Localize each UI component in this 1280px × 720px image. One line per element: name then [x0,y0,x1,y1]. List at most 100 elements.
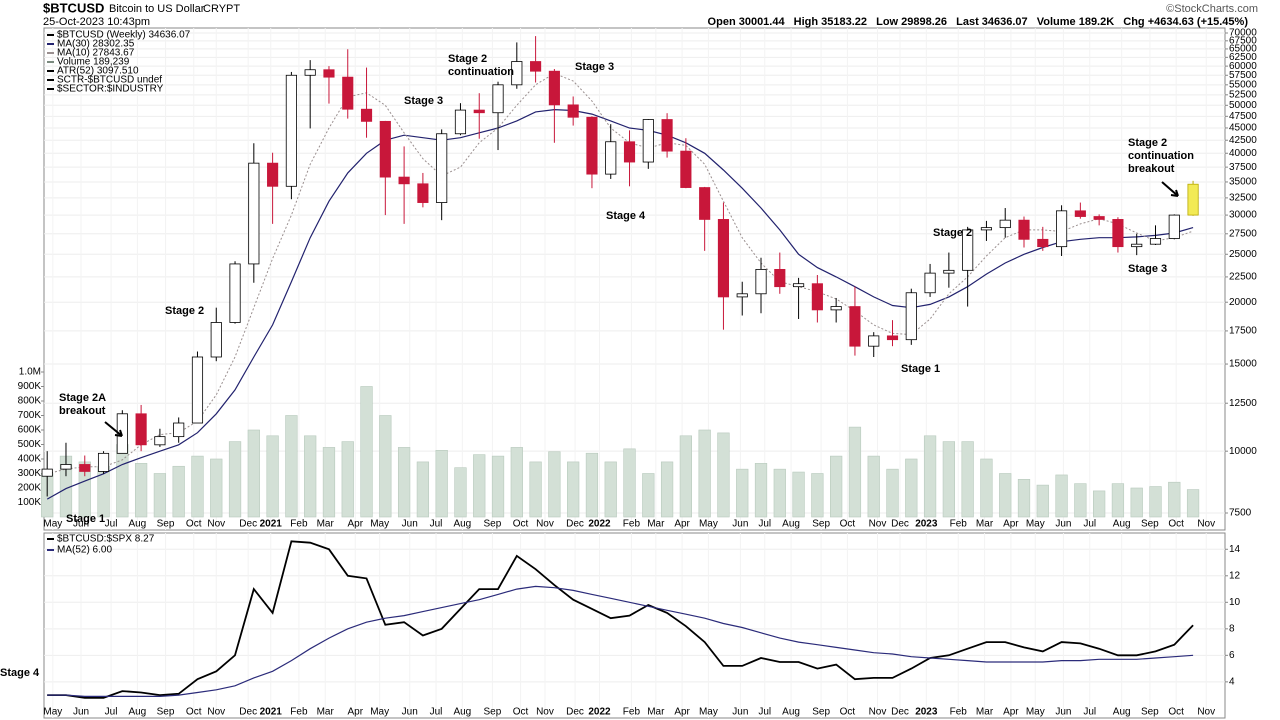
x-tick-label: Nov [207,519,225,530]
candle-body [1112,219,1124,248]
x-tick-label: Aug [782,519,800,530]
x-tick-label: Jul [1083,707,1096,718]
x-tick-label: Feb [950,519,968,530]
volume-bar [736,468,749,518]
y-tick-label: 22500 [1229,272,1257,283]
ratio-line [47,585,1194,697]
volume-bar [473,454,486,518]
y2-tick-label: 800K [18,396,42,407]
x-tick-label: 2023 [915,519,938,530]
y-tick-label: 45000 [1229,123,1257,134]
x-tick-label: Jun [732,519,748,530]
x-tick-label: Jul [430,519,443,530]
x-tick-label: Nov [536,519,554,530]
y-tick-label: 32500 [1229,193,1257,204]
annotation: breakout [1128,163,1175,175]
candle-body [1037,238,1049,248]
y-tick-label: 12 [1229,570,1241,581]
x-tick-label: Feb [950,707,968,718]
y2-tick-label: 500K [18,439,42,450]
annotation: Stage 1 [901,363,940,375]
x-tick-label: Dec [891,707,909,718]
x-tick-label: May [43,707,62,718]
y-tick-label: 17500 [1229,326,1257,337]
y2-tick-label: 600K [18,425,42,436]
x-tick-label: Dec [891,519,909,530]
annotation: Stage 4 [0,667,40,679]
volume-bar [435,449,448,518]
quote-volume: Volume 189.2K [1037,16,1114,28]
candle-body [680,150,692,188]
x-tick-label: Dec [239,519,257,530]
candle-body [530,61,542,72]
y-tick-label: 62500 [1229,52,1257,63]
candle-body [398,176,410,185]
x-tick-label: Sep [812,707,830,718]
volume-bar [923,435,937,518]
candle-body [454,109,467,135]
volume-bar [210,458,223,518]
volume-bar [1074,483,1087,518]
y-tick-label: 67500 [1229,35,1257,46]
candle-body [586,116,598,175]
candle-body [60,464,72,470]
volume-bar [754,463,768,518]
quote-low: Low 29898.26 [876,16,947,28]
price-panel [43,27,1226,531]
volume-bar [1093,490,1106,518]
x-tick-label: May [370,519,389,530]
candle-body [1149,238,1162,245]
y-tick-label: 35000 [1229,177,1257,188]
x-tick-label: Oct [840,519,856,530]
legend-label: MA(52) 6.00 [57,545,112,556]
candle-body [736,293,748,298]
volume-bar [1168,481,1181,518]
volume-bar [811,473,824,518]
x-tick-label: 2022 [588,707,611,718]
volume-bar [416,461,430,518]
quote-open: Open 30001.44 [708,16,786,28]
candle-body [473,109,485,114]
volume-bar [999,473,1012,518]
x-tick-label: Jun [732,707,748,718]
candle-body [623,141,636,163]
quote-change: Chg +4634.63 (+15.45%) [1123,16,1248,28]
y-tick-label: 55000 [1229,79,1257,90]
y-tick-label: 42500 [1229,135,1257,146]
candle-body [360,108,373,122]
x-tick-label: Sep [483,519,501,530]
symbol: $BTCUSD [43,0,104,15]
legend-label: Volume 189,239 [57,57,130,68]
volume-bar [792,471,805,518]
x-tick-label: Apr [347,519,363,530]
x-tick-label: Aug [1113,707,1131,718]
x-tick-label: Mar [317,519,335,530]
y2-tick-label: 900K [18,381,42,392]
x-tick-label: Apr [347,707,363,718]
candle-body [229,263,241,323]
volume-bar [266,435,279,518]
y-tick-label: 10000 [1229,446,1257,457]
candle-body [116,413,128,454]
candle-body [717,219,730,298]
volume-bar [360,386,373,518]
x-tick-label: Dec [239,707,257,718]
y2-tick-label: 400K [18,454,42,465]
y-tick-label: 6 [1229,650,1235,661]
volume-bar [623,448,636,518]
x-tick-label: Jun [1055,707,1071,718]
volume-bar [1036,484,1049,518]
x-tick-label: 2021 [260,707,283,718]
candle-body [417,183,429,203]
candle-body [962,229,974,271]
candle-body [135,413,147,446]
x-tick-label: Jul [105,707,118,718]
x-tick-label: Feb [290,707,308,718]
candle-body [511,61,523,86]
candle-body [285,74,297,187]
volume-bar [454,467,467,518]
candle-body [567,104,579,118]
x-tick-label: Jul [105,519,118,530]
candle-body [97,452,110,472]
